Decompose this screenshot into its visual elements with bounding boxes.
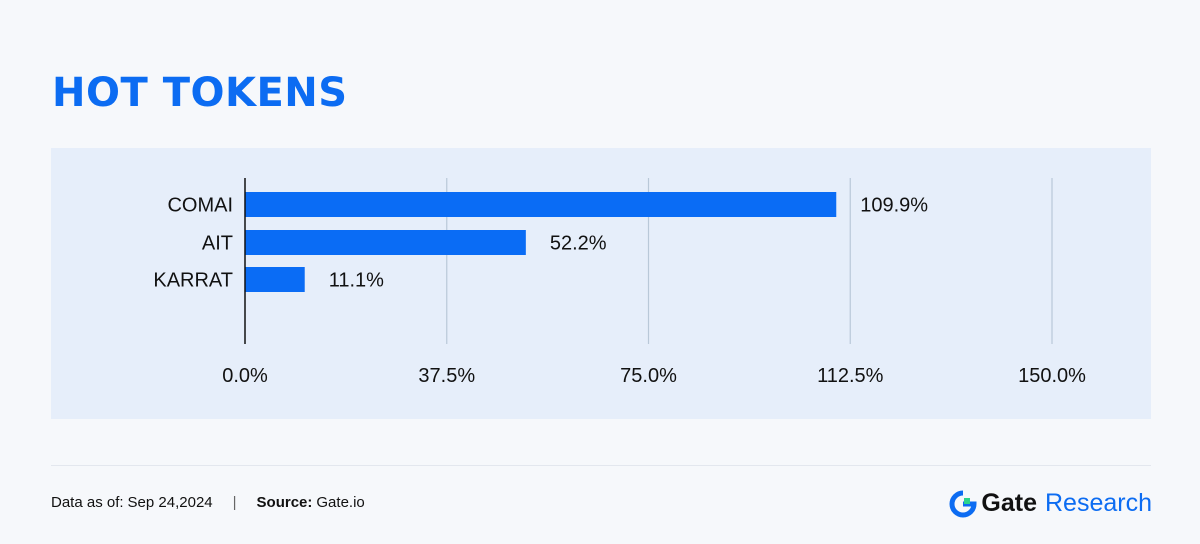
- date-label: Data as of:: [51, 494, 124, 511]
- value-label: 109.9%: [860, 195, 928, 217]
- chart-title: HOT TOKENS: [52, 70, 348, 116]
- date-value: Sep 24,2024: [127, 494, 213, 511]
- chart-panel: COMAI 109.9% AIT 52.2% KARRAT 11.1% 0.0% 37.5% 7…: [51, 148, 1151, 419]
- brand-suffix: Research: [1045, 489, 1152, 517]
- category-label: KARRAT: [153, 270, 233, 292]
- footer: Data as of: Sep 24,2024 | Source: Gate.i…: [51, 494, 365, 511]
- bar-chart: COMAI 109.9% AIT 52.2% KARRAT 11.1% 0.0% 37.5% 7…: [153, 178, 1086, 387]
- category-label: AIT: [202, 233, 233, 255]
- bar-karrat: [245, 267, 305, 292]
- source-label: Source:: [256, 494, 313, 511]
- footer-divider: [51, 465, 1151, 466]
- x-tick-label: 75.0%: [620, 365, 677, 387]
- x-tick-label: 112.5%: [817, 365, 884, 387]
- value-label: 11.1%: [329, 270, 384, 292]
- x-tick-label: 150.0%: [1018, 365, 1086, 387]
- bar-ait: [245, 230, 526, 255]
- source-value: Gate.io: [316, 494, 365, 511]
- x-tick-label: 0.0%: [222, 365, 268, 387]
- x-tick-label: 37.5%: [418, 365, 475, 387]
- bar-comai: [245, 192, 837, 217]
- brand-name: Gate: [981, 489, 1037, 517]
- gate-logo-icon: [949, 490, 977, 517]
- footer-separator: |: [232, 494, 237, 511]
- brand-logo: Gate Research: [949, 489, 1152, 518]
- category-label: COMAI: [167, 195, 233, 217]
- value-label: 52.2%: [550, 233, 607, 255]
